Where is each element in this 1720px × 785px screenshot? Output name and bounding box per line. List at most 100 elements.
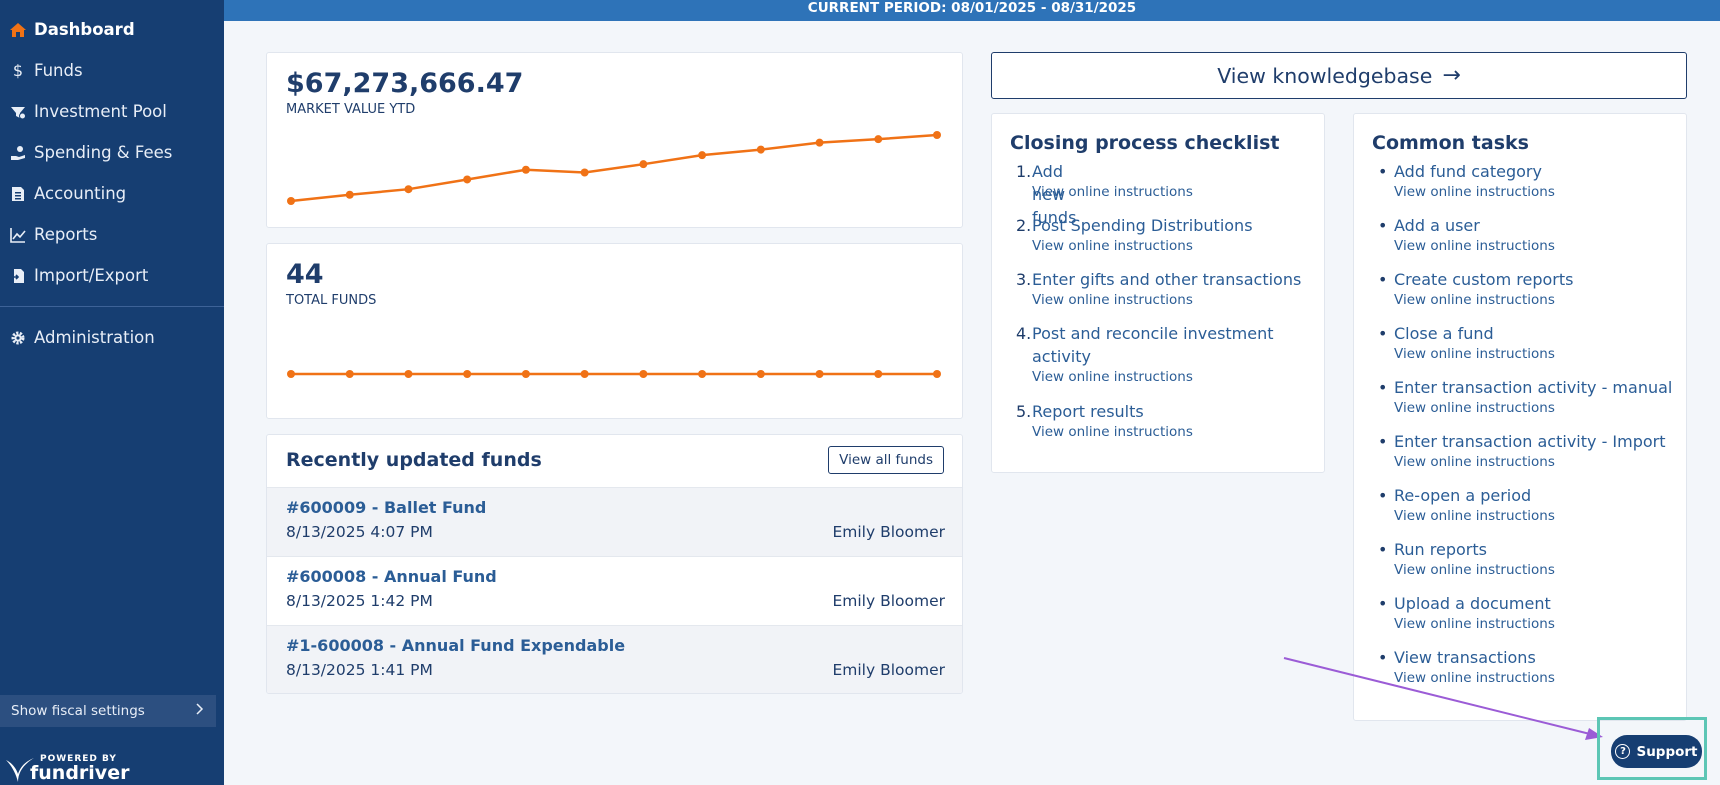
sparkline-point — [933, 370, 941, 378]
task-link[interactable]: Enter transaction activity - manual — [1394, 378, 1673, 397]
checklist-title: Closing process checklist — [1010, 132, 1280, 154]
sparkline-point — [639, 370, 648, 378]
sidebar-item-funds[interactable]: $ Funds — [0, 50, 224, 91]
total-funds-sparkline — [287, 370, 941, 378]
table-row: #600009 - Ballet Fund 8/13/2025 4:07 PM … — [267, 487, 962, 556]
sidebar-item-administration[interactable]: Administration — [0, 317, 224, 358]
current-period-text: CURRENT PERIOD: 08/01/2025 - 08/31/2025 — [807, 0, 1137, 16]
market-value-card: $67,273,666.47 MARKET VALUE YTD — [266, 52, 963, 228]
sidebar-item-spending-fees[interactable]: Spending & Fees — [0, 132, 224, 173]
bullet-icon: • — [1378, 216, 1388, 235]
instructions-link[interactable]: View online instructions — [1394, 616, 1555, 632]
sidebar-item-label: Administration — [34, 328, 155, 347]
task-link[interactable]: Close a fund — [1394, 324, 1494, 343]
sparkline-point — [463, 370, 472, 378]
powered-by-text: POWERED BY — [40, 754, 117, 764]
chevron-right-icon — [196, 703, 204, 719]
bullet-icon: • — [1378, 324, 1388, 343]
instructions-link[interactable]: View online instructions — [1394, 292, 1555, 308]
support-highlight-box — [1597, 717, 1707, 780]
instructions-link[interactable]: View online instructions — [1394, 346, 1555, 362]
instructions-link[interactable]: View online instructions — [1032, 369, 1193, 385]
task-link[interactable]: Create custom reports — [1394, 270, 1574, 289]
checklist-number: 1. — [1016, 162, 1032, 181]
current-period-bar: CURRENT PERIOD: 08/01/2025 - 08/31/2025 — [224, 0, 1720, 21]
ledger-icon — [9, 185, 27, 203]
instructions-link[interactable]: View online instructions — [1032, 238, 1193, 254]
bullet-icon: • — [1378, 162, 1388, 181]
task-link[interactable]: Add a user — [1394, 216, 1480, 235]
sidebar-item-label: Dashboard — [34, 20, 135, 39]
instructions-link[interactable]: View online instructions — [1394, 562, 1555, 578]
sparkline-point — [874, 135, 883, 144]
brand-name: fundriver — [30, 762, 130, 784]
sidebar-item-reports[interactable]: Reports — [0, 214, 224, 255]
file-import-icon — [9, 267, 27, 285]
bullet-icon: • — [1378, 648, 1388, 667]
task-link[interactable]: View transactions — [1394, 648, 1536, 667]
recent-funds-card: Recently updated funds View all funds #6… — [266, 434, 963, 694]
bullet-icon: • — [1378, 486, 1388, 505]
instructions-link[interactable]: View online instructions — [1394, 400, 1555, 416]
table-row: #1-600008 - Annual Fund Expendable 8/13/… — [267, 625, 962, 693]
instructions-link[interactable]: View online instructions — [1394, 238, 1555, 254]
fiscal-settings-toggle[interactable]: Show fiscal settings — [0, 695, 216, 727]
task-link[interactable]: Add fund category — [1394, 162, 1542, 181]
checklist-link[interactable]: Enter gifts and other transactions — [1032, 270, 1302, 289]
support-label: Support — [1636, 743, 1698, 760]
instructions-link[interactable]: View online instructions — [1032, 292, 1193, 308]
view-all-funds-button[interactable]: View all funds — [828, 446, 944, 474]
task-link[interactable]: Upload a document — [1394, 594, 1551, 613]
sparkline-point — [463, 175, 472, 184]
sidebar-item-dashboard[interactable]: Dashboard — [0, 9, 224, 50]
support-button[interactable]: ? Support — [1611, 735, 1702, 768]
instructions-link[interactable]: View online instructions — [1394, 454, 1555, 470]
sparkline-point — [933, 131, 941, 139]
total-funds-value: 44 — [286, 259, 324, 290]
sparkline-point — [698, 370, 707, 378]
table-row: #600008 - Annual Fund 8/13/2025 1:42 PM … — [267, 556, 962, 625]
sidebar-item-label: Reports — [34, 225, 98, 244]
task-link[interactable]: Run reports — [1394, 540, 1487, 559]
sidebar: Dashboard $ Funds Investment Pool Spendi… — [0, 0, 224, 785]
checklist-link[interactable]: Post and reconcile investment — [1032, 324, 1274, 343]
sparkline-point — [815, 370, 824, 378]
task-link[interactable]: Enter transaction activity - Import — [1394, 432, 1666, 451]
sidebar-item-investment-pool[interactable]: Investment Pool — [0, 91, 224, 132]
sparkline-point — [287, 370, 295, 378]
instructions-link[interactable]: View online instructions — [1394, 508, 1555, 524]
fundriver-logo-icon — [6, 758, 34, 782]
bullet-icon: • — [1378, 378, 1388, 397]
instructions-link[interactable]: View online instructions — [1032, 184, 1193, 200]
knowledgebase-label: View knowledgebase — [1217, 63, 1433, 88]
sidebar-item-accounting[interactable]: Accounting — [0, 173, 224, 214]
instructions-link[interactable]: View online instructions — [1032, 424, 1193, 440]
checklist-number: 3. — [1016, 270, 1032, 289]
instructions-link[interactable]: View online instructions — [1394, 184, 1555, 200]
arrow-right-icon: → — [1442, 63, 1461, 88]
view-knowledgebase-button[interactable]: View knowledgebase → — [991, 52, 1687, 99]
fund-link[interactable]: #600009 - Ballet Fund — [286, 498, 487, 517]
fund-link[interactable]: #1-600008 - Annual Fund Expendable — [286, 636, 626, 655]
sidebar-item-label: Investment Pool — [34, 102, 167, 121]
task-link[interactable]: Re-open a period — [1394, 486, 1532, 505]
sparkline-point — [287, 197, 295, 205]
market-value-sparkline — [287, 131, 941, 205]
fund-updated-date: 8/13/2025 4:07 PM — [286, 523, 433, 541]
instructions-link[interactable]: View online instructions — [1394, 670, 1555, 686]
sparkline-point — [756, 145, 765, 154]
fund-link[interactable]: #600008 - Annual Fund — [286, 567, 497, 586]
fund-updated-date: 8/13/2025 1:41 PM — [286, 661, 433, 679]
checklist-link[interactable]: Report results — [1032, 402, 1144, 421]
home-icon — [9, 21, 27, 39]
tasks-title: Common tasks — [1372, 132, 1529, 154]
bullet-icon: • — [1378, 540, 1388, 559]
bullet-icon: • — [1378, 432, 1388, 451]
sidebar-item-import-export[interactable]: Import/Export — [0, 255, 224, 296]
checklist-link[interactable]: Post Spending Distributions — [1032, 216, 1253, 235]
fund-updated-date: 8/13/2025 1:42 PM — [286, 592, 433, 610]
fund-updated-user: Emily Bloomer — [832, 661, 945, 679]
checklist-link[interactable]: Add new funds — [1032, 162, 1077, 227]
sparkline-point — [404, 185, 413, 194]
checklist-link-continued[interactable]: activity — [1032, 347, 1091, 366]
